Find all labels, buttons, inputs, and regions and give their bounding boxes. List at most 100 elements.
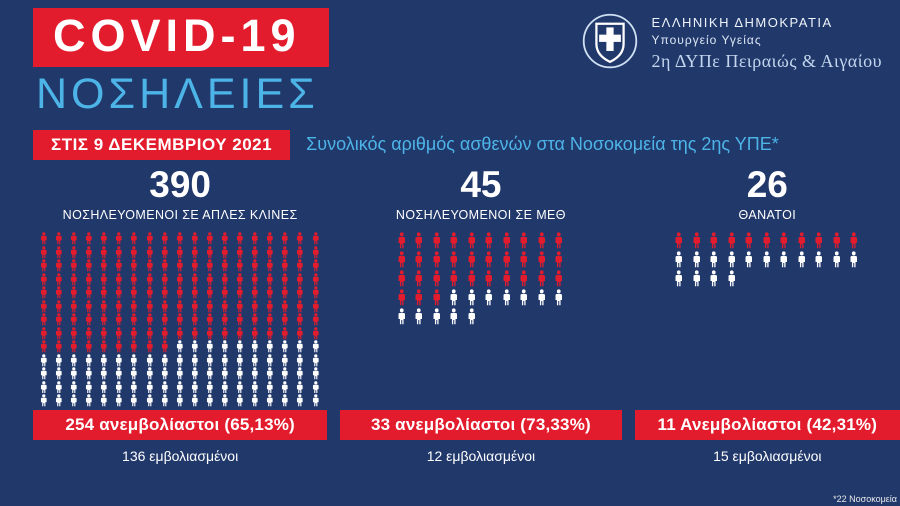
- total-count: 390: [149, 163, 211, 205]
- person-icon: [221, 367, 228, 380]
- vaccinated-count: 12 εμβολιασμένοι: [426, 448, 536, 465]
- pictogram-area: [340, 232, 621, 410]
- person-icon: [237, 232, 243, 245]
- person-icon: [131, 327, 138, 339]
- person-icon: [146, 246, 153, 259]
- person-icon: [398, 270, 405, 287]
- person-icon: [146, 353, 153, 366]
- person-icon: [267, 273, 273, 286]
- person-icon: [71, 286, 77, 299]
- person-icon: [71, 259, 77, 272]
- person-icon: [833, 251, 840, 268]
- person-icon: [221, 380, 228, 393]
- category-label: ΝΟΣΗΛΕΥΟΜΕΝΟΙ ΣΕ ΑΠΛΕΣ ΚΛΙΝΕΣ: [62, 208, 298, 223]
- person-icon: [176, 286, 183, 299]
- person-icon: [252, 327, 258, 339]
- person-icon: [503, 289, 510, 306]
- person-icon: [237, 367, 243, 380]
- person-icon: [206, 380, 213, 393]
- total-count: 26: [746, 163, 788, 205]
- chart-description: Συνολικός αριθμός ασθενών στα Νοσοκομεία…: [306, 134, 779, 155]
- person-icon: [161, 394, 168, 407]
- person-icon: [40, 340, 47, 353]
- person-icon: [101, 394, 107, 407]
- person-icon: [468, 308, 475, 325]
- stat-columns: 390 ΝΟΣΗΛΕΥΟΜΕΝΟΙ ΣΕ ΑΠΛΕΣ ΚΛΙΝΕΣ 254 αν…: [0, 163, 900, 465]
- date-banner: ΣΤΙΣ 9 ΔΕΚΕΜΒΡΙΟΥ 2021: [33, 129, 291, 160]
- person-icon: [297, 313, 304, 326]
- person-icon: [86, 327, 92, 339]
- person-icon: [237, 300, 243, 313]
- person-icon: [176, 367, 183, 380]
- person-icon: [485, 232, 493, 249]
- person-icon: [101, 232, 107, 245]
- person-icon: [312, 313, 319, 326]
- person-icon: [161, 300, 168, 313]
- person-icon: [503, 251, 510, 268]
- person-icon: [252, 273, 258, 286]
- person-icon: [267, 353, 273, 366]
- person-icon: [538, 289, 545, 306]
- person-icon: [237, 394, 243, 407]
- person-icon: [312, 273, 319, 286]
- column-deaths: 26 ΘΑΝΑΤΟΙ 11 Ανεμβολίαστοι (42,31%) 15 …: [634, 163, 900, 465]
- person-icon: [161, 313, 168, 326]
- person-icon: [485, 251, 493, 268]
- person-icon: [40, 327, 47, 339]
- person-icon: [116, 259, 122, 272]
- person-icon: [520, 251, 528, 268]
- person-icon: [745, 232, 753, 249]
- person-icon: [850, 232, 858, 249]
- person-icon: [282, 273, 289, 286]
- person-icon: [71, 300, 77, 313]
- person-icon: [206, 340, 213, 353]
- person-icon: [191, 232, 198, 245]
- person-icon: [131, 246, 138, 259]
- person-icon: [267, 286, 273, 299]
- person-icon: [116, 273, 122, 286]
- person-icon: [693, 270, 700, 287]
- person-icon: [450, 270, 458, 287]
- person-icon: [40, 232, 47, 245]
- person-icon: [468, 289, 475, 306]
- person-icon: [450, 232, 458, 249]
- person-icon: [116, 380, 122, 393]
- person-icon: [415, 308, 423, 325]
- person-icon: [71, 273, 77, 286]
- person-icon: [252, 313, 258, 326]
- person-icon: [161, 367, 168, 380]
- person-icon: [297, 394, 304, 407]
- person-icon: [161, 327, 168, 339]
- person-icon: [146, 313, 153, 326]
- person-icon: [297, 232, 304, 245]
- person-icon: [675, 251, 683, 268]
- person-icon: [555, 270, 563, 287]
- vaccinated-count: 15 εμβολιασμένοι: [713, 448, 822, 465]
- person-icon: [176, 273, 183, 286]
- person-icon: [221, 313, 228, 326]
- pictogram-grid: [36, 232, 324, 407]
- person-icon: [312, 300, 319, 313]
- person-icon: [101, 259, 107, 272]
- person-icon: [675, 270, 683, 287]
- person-icon: [131, 286, 138, 299]
- person-icon: [176, 232, 183, 245]
- person-icon: [710, 270, 718, 287]
- person-icon: [415, 270, 423, 287]
- person-icon: [538, 270, 545, 287]
- person-icon: [116, 300, 122, 313]
- person-icon: [40, 246, 47, 259]
- person-icon: [237, 259, 243, 272]
- person-icon: [221, 232, 228, 245]
- person-icon: [206, 394, 213, 407]
- person-icon: [55, 394, 62, 407]
- ministry-header: ΕΛΛΗΝΙΚΗ ΔΗΜΟΚΡΑΤΙΑ Υπουργείο Υγείας 2η …: [581, 12, 882, 72]
- person-icon: [398, 289, 405, 306]
- person-icon: [101, 300, 107, 313]
- person-icon: [415, 232, 423, 249]
- person-icon: [267, 313, 273, 326]
- person-icon: [763, 251, 770, 268]
- person-icon: [86, 300, 92, 313]
- person-icon: [176, 327, 183, 339]
- person-icon: [503, 270, 510, 287]
